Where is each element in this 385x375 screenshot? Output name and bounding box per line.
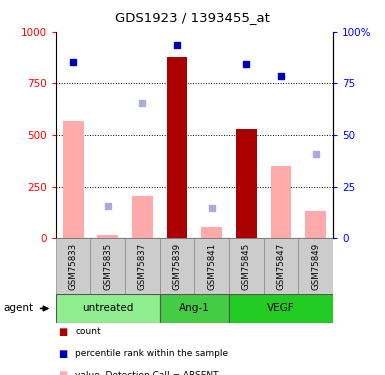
Bar (56, 294, 160, 322)
Text: Ang-1: Ang-1 (179, 303, 210, 313)
Bar (271, 166, 291, 238)
Text: ■: ■ (58, 327, 67, 337)
Text: GSM75847: GSM75847 (276, 243, 286, 290)
Bar (167, 57, 187, 238)
Bar (97, 235, 118, 238)
Text: GSM75835: GSM75835 (103, 243, 112, 290)
Bar (201, 227, 222, 238)
Text: percentile rank within the sample: percentile rank within the sample (75, 349, 228, 358)
Text: GSM75839: GSM75839 (172, 243, 182, 290)
Bar (125, 238, 160, 294)
Bar (160, 294, 229, 322)
Bar (236, 129, 257, 238)
Bar (194, 238, 229, 294)
Text: GDS1923 / 1393455_at: GDS1923 / 1393455_at (115, 11, 270, 24)
Bar (63, 121, 84, 238)
Bar (229, 238, 264, 294)
Text: ■: ■ (58, 349, 67, 358)
Text: GSM75837: GSM75837 (138, 243, 147, 290)
Bar (160, 238, 194, 294)
Text: GSM75849: GSM75849 (311, 243, 320, 290)
Text: VEGF: VEGF (267, 303, 295, 313)
Text: GSM75833: GSM75833 (69, 243, 78, 290)
Bar (132, 196, 153, 238)
Bar (90, 238, 125, 294)
Bar (229, 294, 333, 322)
Text: GSM75841: GSM75841 (207, 243, 216, 290)
Text: agent: agent (4, 303, 34, 313)
Text: GSM75845: GSM75845 (242, 243, 251, 290)
Bar (298, 238, 333, 294)
Text: value, Detection Call = ABSENT: value, Detection Call = ABSENT (75, 371, 219, 375)
Text: ■: ■ (58, 370, 67, 375)
Text: count: count (75, 327, 101, 336)
Bar (305, 211, 326, 238)
Text: untreated: untreated (82, 303, 134, 313)
Bar (264, 238, 298, 294)
Bar (56, 238, 90, 294)
